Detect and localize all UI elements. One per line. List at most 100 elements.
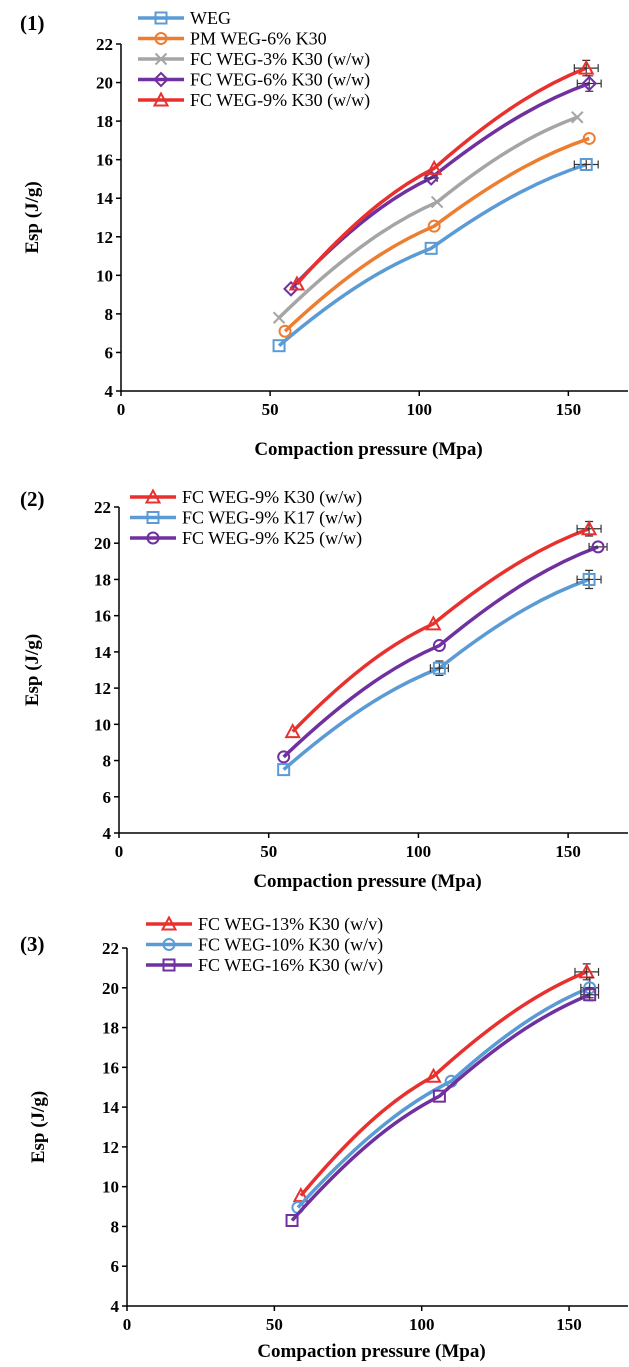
data-point-marker (283, 280, 299, 297)
data-point-marker (285, 1213, 299, 1227)
data-point-marker (425, 615, 442, 631)
legend-marker (154, 11, 168, 25)
legend-marker (154, 32, 168, 45)
y-tick-label: 18 (102, 1019, 119, 1038)
series-3 (277, 540, 608, 764)
y-tick-label: 12 (96, 228, 113, 247)
series-1 (292, 963, 600, 1203)
data-point-marker (578, 59, 595, 75)
y-tick-label: 6 (105, 343, 114, 362)
data-point-marker (591, 540, 605, 554)
data-point-marker (272, 339, 286, 353)
y-tick-label: 20 (96, 74, 113, 93)
series-line (289, 81, 590, 291)
y-tick-label: 14 (102, 1098, 120, 1117)
y-tick-label: 18 (94, 570, 111, 589)
x-tick-label: 100 (409, 1315, 435, 1334)
legend-marker (152, 91, 170, 107)
legend-label: FC WEG-9% K30 (w/w) (182, 487, 362, 508)
legend-marker (146, 511, 160, 524)
y-tick-label: 16 (102, 1058, 119, 1077)
x-axis-title: Compaction pressure (Mpa) (254, 439, 482, 460)
legend-label: FC WEG-9% K25 (w/w) (182, 528, 362, 549)
data-point-marker (582, 131, 596, 145)
legend-marker (144, 488, 162, 504)
legend-item: FC WEG-9% K25 (w/w) (130, 528, 362, 549)
legend-item: FC WEG-9% K17 (w/w) (130, 508, 362, 529)
series-line (295, 66, 587, 286)
legend-item: FC WEG-9% K30 (w/w) (138, 90, 370, 111)
y-axis-title: Esp (J/g) (28, 1091, 49, 1163)
series-line (291, 527, 590, 733)
y-tick-label: 22 (96, 35, 113, 54)
y-tick-label: 8 (105, 305, 114, 324)
data-point-marker (288, 275, 306, 291)
data-point-marker (278, 324, 292, 338)
data-point-marker (425, 1067, 442, 1083)
x-tick-label: 100 (406, 842, 432, 861)
legend-label: FC WEG-9% K30 (w/w) (190, 90, 370, 111)
chart-panel-2: 4 6 8 10 12 14 16 18 20 22 0 50 100 150 Compaction pre… (20, 487, 628, 892)
y-tick-label: 4 (111, 1297, 120, 1316)
series-3 (272, 111, 584, 324)
legend-item: FC WEG-13% K30 (w/v) (146, 914, 383, 935)
x-tick-label: 150 (555, 842, 581, 861)
y-tick-label: 16 (94, 607, 111, 626)
series-4 (283, 75, 602, 297)
series-line (277, 115, 578, 319)
y-axis-title: Esp (J/g) (22, 634, 43, 706)
y-tick-label: 12 (94, 679, 111, 698)
y-tick-label: 4 (105, 382, 114, 401)
x-tick-label: 0 (123, 1315, 132, 1334)
legend-label: FC WEG-6% K30 (w/w) (190, 70, 370, 91)
data-point-marker (582, 572, 596, 586)
x-tick-label: 150 (556, 400, 582, 419)
data-point-marker (579, 157, 593, 171)
legend-marker (162, 958, 176, 972)
data-point-marker (432, 1089, 446, 1103)
data-point-marker (430, 195, 444, 209)
data-point-marker (277, 763, 291, 777)
y-tick-label: 20 (102, 979, 119, 998)
data-point-marker (432, 639, 446, 653)
data-point-marker (272, 311, 286, 324)
legend-label: FC WEG-3% K30 (w/w) (190, 49, 370, 70)
y-tick-label: 20 (94, 534, 111, 553)
x-tick-label: 50 (266, 1315, 283, 1334)
series-line (296, 986, 591, 1209)
series-line (277, 162, 587, 348)
legend-marker (153, 71, 169, 88)
legend-label: WEG (190, 8, 231, 28)
y-tick-label: 16 (96, 151, 113, 170)
series-line (299, 970, 588, 1197)
panel-label: (1) (20, 11, 45, 35)
legend-label: FC WEG-10% K30 (w/v) (198, 935, 383, 956)
series-2 (277, 569, 602, 777)
y-tick-label: 22 (102, 939, 119, 958)
legend-item: FC WEG-16% K30 (w/v) (146, 955, 383, 976)
data-point-marker (432, 661, 446, 675)
y-tick-label: 12 (102, 1138, 119, 1157)
y-tick-label: 10 (96, 266, 113, 285)
series-line (290, 993, 591, 1222)
x-tick-label: 150 (556, 1315, 582, 1334)
data-point-marker (581, 75, 598, 92)
data-point-marker (427, 219, 441, 233)
x-tick-label: 0 (115, 842, 124, 861)
legend-marker (146, 531, 160, 545)
y-tick-label: 10 (102, 1178, 119, 1197)
data-point-marker (583, 988, 597, 1002)
legend-item: FC WEG-9% K30 (w/w) (130, 487, 362, 508)
data-point-marker (580, 520, 598, 536)
data-point-marker (277, 750, 291, 764)
legend-label: FC WEG-16% K30 (w/v) (198, 955, 383, 976)
x-axis-title: Compaction pressure (Mpa) (257, 1341, 485, 1362)
legend-marker (154, 52, 168, 66)
data-point-marker (424, 241, 438, 255)
series-line (282, 545, 599, 759)
chart-panel-1: 4 6 8 10 12 14 16 18 20 22 0 50 100 150 Compaction pre… (20, 8, 628, 460)
series-1 (272, 157, 599, 353)
data-point-marker (425, 159, 443, 175)
